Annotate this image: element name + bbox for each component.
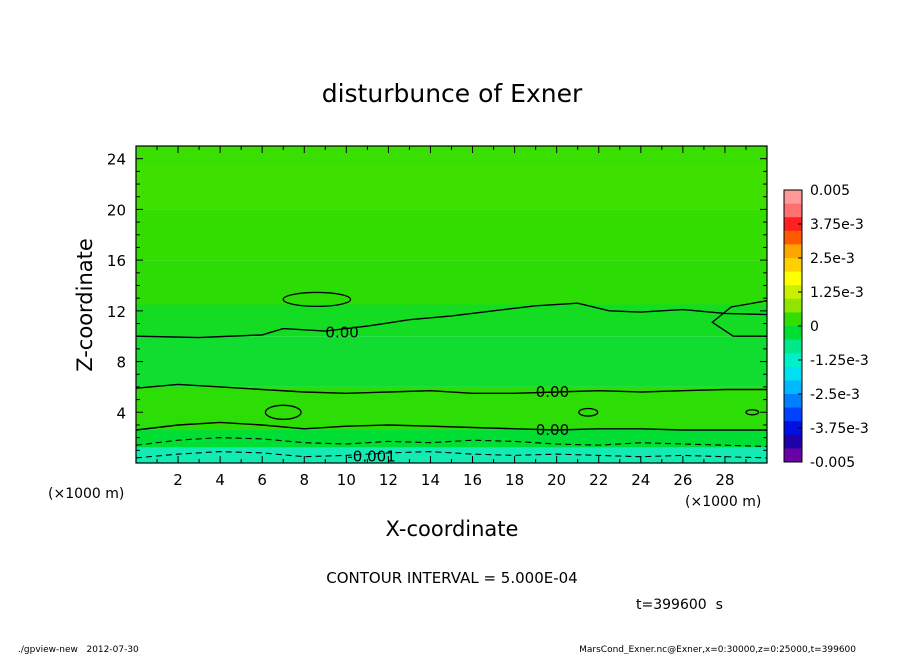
x-tick-label: 18 — [505, 471, 524, 489]
fill-band — [136, 146, 767, 166]
fill-band — [136, 304, 767, 337]
colorbar-swatch — [784, 407, 802, 422]
x-tick-label: 26 — [673, 471, 692, 489]
colorbar-label: 0 — [810, 319, 819, 335]
colorbar-swatch — [784, 339, 802, 354]
y-axis-ticks: 4 8 12 16 20 24 — [107, 145, 767, 464]
colorbar-label: -2.5e-3 — [810, 387, 860, 403]
fill-band — [136, 336, 767, 387]
colorbar-swatch — [784, 217, 802, 232]
contour-labels: 0.00 0.00 0.00 -0.001 — [325, 323, 569, 465]
plot-fill-bands — [136, 146, 767, 463]
contour-label: 0.00 — [325, 323, 358, 341]
fill-band — [136, 165, 767, 210]
y-tick-label: 8 — [116, 354, 126, 372]
fill-band — [136, 209, 767, 261]
y-tick-label: 24 — [107, 151, 126, 169]
y-tick-label: 20 — [107, 201, 126, 219]
y-tick-label: 4 — [116, 404, 126, 422]
colorbar-swatch — [784, 203, 802, 218]
colorbar-swatch — [784, 434, 802, 449]
colorbar-swatch — [784, 258, 802, 273]
colorbar-swatch — [784, 271, 802, 286]
colorbar-swatch — [784, 326, 802, 341]
contour-line — [135, 302, 768, 339]
colorbar-label: 1.25e-3 — [810, 285, 864, 301]
x-tick-label: 6 — [257, 471, 267, 489]
colorbar-swatch — [784, 230, 802, 245]
x-tick-label: 28 — [715, 471, 734, 489]
x-axis-label: X-coordinate — [386, 517, 519, 541]
contour-line — [135, 421, 767, 431]
contour-lines — [135, 291, 768, 459]
colorbar-swatch — [784, 421, 802, 436]
contour-interval-note: CONTOUR INTERVAL = 5.000E-04 — [326, 569, 577, 587]
contour-label: 0.00 — [536, 421, 569, 439]
colorbar-label: 0.005 — [810, 183, 850, 199]
colorbar-swatch — [784, 190, 802, 205]
time-label: t=399600 s — [636, 597, 723, 613]
x-tick-label: 14 — [421, 471, 440, 489]
x-tick-label: 10 — [337, 471, 356, 489]
x-tick-label: 24 — [631, 471, 650, 489]
colorbar-label: 3.75e-3 — [810, 217, 864, 233]
chart-title: disturbunce of Exner — [322, 79, 583, 108]
x-tick-label: 20 — [547, 471, 566, 489]
footer-right: MarsCond_Exner.nc@Exner,x=0:30000,z=0:25… — [579, 645, 856, 654]
colorbar-swatch — [784, 285, 802, 300]
x-tick-label: 12 — [379, 471, 398, 489]
fill-band — [136, 386, 767, 431]
y-axis-label: Z-coordinate — [73, 238, 97, 372]
colorbar-label: 2.5e-3 — [810, 251, 855, 267]
closed-contour — [745, 409, 760, 416]
colorbar-swatch — [784, 353, 802, 368]
colorbar-label: -3.75e-3 — [810, 421, 869, 437]
contour-label: -0.001 — [347, 448, 395, 466]
contour-line — [135, 383, 767, 395]
x-axis-ticks: 2 4 6 8 10 12 14 16 18 20 22 24 26 28 — [135, 146, 768, 489]
colorbar — [784, 190, 802, 463]
colorbar-swatch — [784, 366, 802, 381]
y-axis-unit: (×1000 m) — [48, 486, 124, 502]
colorbar-swatch — [784, 394, 802, 409]
fill-band — [136, 430, 767, 448]
colorbar-swatch — [784, 312, 802, 327]
closed-contour — [578, 407, 599, 417]
y-tick-label: 16 — [107, 252, 126, 270]
contour-line — [135, 451, 768, 459]
footer-left: ./gpview-new 2012-07-30 — [18, 645, 139, 654]
closed-contour — [282, 291, 352, 308]
contour-line — [135, 437, 768, 448]
x-tick-label: 22 — [589, 471, 608, 489]
x-tick-label: 16 — [463, 471, 482, 489]
fill-band — [136, 260, 767, 305]
x-tick-label: 2 — [173, 471, 183, 489]
x-tick-label: 4 — [215, 471, 225, 489]
colorbar-swatch — [784, 244, 802, 259]
x-tick-label: 8 — [299, 471, 309, 489]
colorbar-swatch — [784, 298, 802, 313]
y-tick-label: 12 — [107, 303, 126, 321]
colorbar-labels: 0.005 3.75e-3 2.5e-3 1.25e-3 0 -1.25e-3 -2.5e-… — [798, 183, 869, 471]
closed-contour — [264, 404, 302, 420]
colorbar-label: -0.005 — [810, 455, 855, 471]
fill-band — [136, 447, 767, 463]
contour-notch — [711, 300, 768, 337]
colorbar-swatch — [784, 380, 802, 395]
contour-label: 0.00 — [536, 383, 569, 401]
x-axis-unit: (×1000 m) — [685, 494, 761, 510]
colorbar-swatch — [784, 448, 802, 463]
colorbar-label: -1.25e-3 — [810, 353, 869, 369]
